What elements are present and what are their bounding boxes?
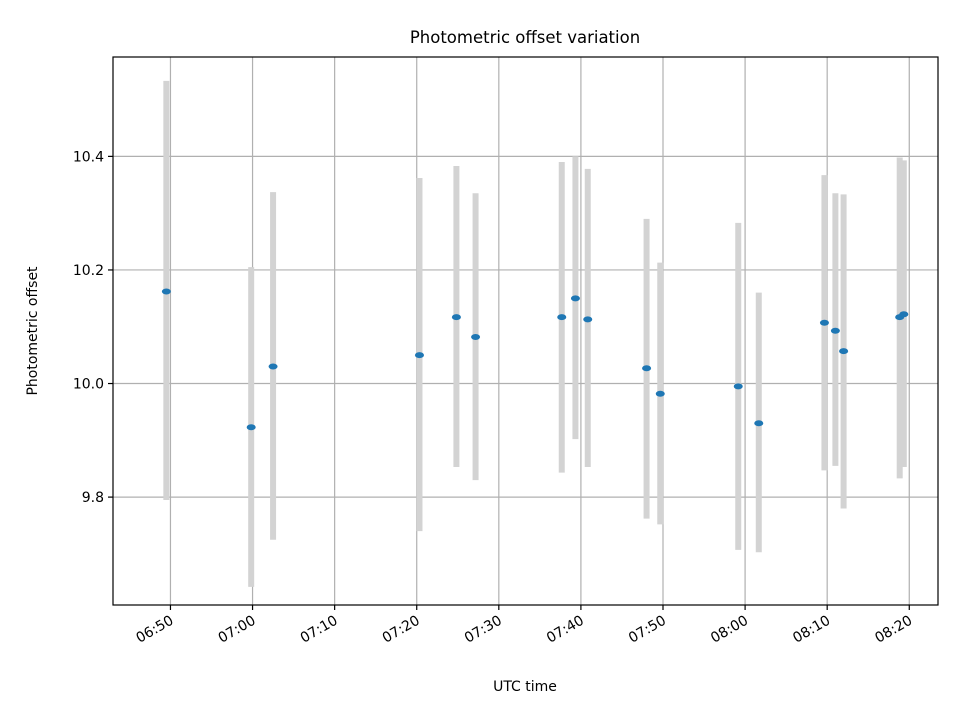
- x-tick-label: 06:50: [134, 613, 177, 647]
- plot-frame: [112, 56, 939, 606]
- grid: [113, 57, 938, 605]
- data-point: [733, 383, 743, 390]
- data-point: [642, 365, 652, 372]
- y-tick-label: 10.2: [73, 263, 104, 279]
- data-point: [414, 352, 424, 359]
- x-tick-label: 07:20: [380, 613, 423, 647]
- chart-title: Photometric offset variation: [410, 28, 640, 47]
- x-tick-label: 08:20: [872, 613, 915, 647]
- x-axis-ticks: 06:50 07:00 07:10 07:20 07:30 07:40 07:50 08:00…: [134, 605, 915, 647]
- data-point: [819, 319, 829, 326]
- data-point: [655, 390, 665, 397]
- x-axis-label: UTC time: [493, 679, 557, 695]
- data-point: [246, 424, 256, 431]
- y-tick-label: 10.0: [73, 377, 104, 393]
- y-axis-ticks: 9.8 10.0 10.2 10.4: [73, 149, 113, 506]
- y-tick-label: 9.8: [82, 490, 104, 506]
- data-point: [161, 288, 171, 295]
- data-point: [839, 348, 849, 355]
- data-point: [583, 316, 593, 323]
- data-point: [471, 333, 481, 340]
- data-points: [161, 288, 909, 431]
- data-point: [830, 327, 840, 334]
- y-axis-label: Photometric offset: [25, 266, 41, 396]
- x-tick-label: 07:30: [462, 613, 505, 647]
- x-tick-label: 07:40: [544, 613, 587, 647]
- x-tick-label: 08:00: [708, 613, 751, 647]
- y-tick-label: 10.4: [73, 149, 104, 165]
- data-point: [899, 311, 909, 318]
- x-tick-label: 07:50: [626, 613, 669, 647]
- x-tick-label: 07:00: [216, 613, 259, 647]
- x-tick-label: 08:10: [790, 613, 833, 647]
- data-point: [570, 295, 580, 302]
- data-point: [754, 420, 764, 427]
- data-point: [451, 314, 461, 321]
- data-point: [268, 363, 278, 370]
- x-tick-label: 07:10: [298, 613, 341, 647]
- data-point: [557, 314, 567, 321]
